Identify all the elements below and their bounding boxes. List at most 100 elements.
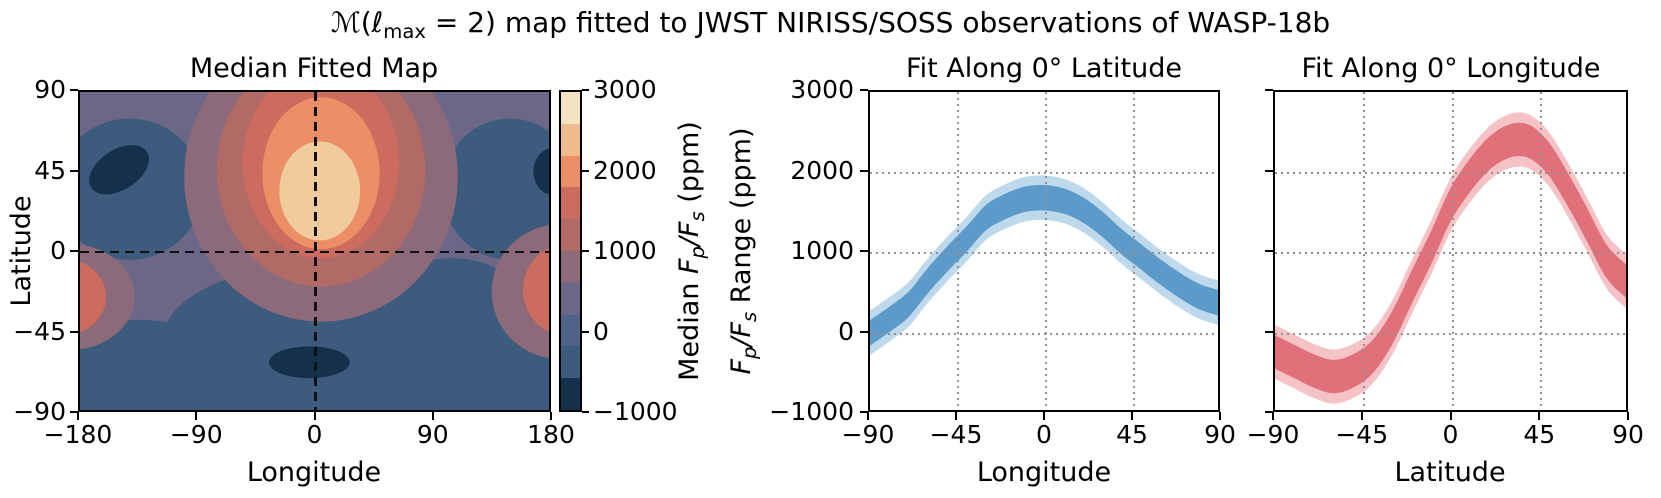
contour-cool-region <box>442 118 549 260</box>
contour-cool-region <box>431 325 549 410</box>
map-panel-title: Median Fitted Map <box>189 53 439 84</box>
y-tick-mark <box>860 89 868 91</box>
y-tick-mark <box>70 89 78 91</box>
x-tick-label: −90 <box>1246 420 1300 449</box>
colorbar-label-f2: F <box>674 221 705 238</box>
y-tick-label: −90 <box>13 397 66 426</box>
y-tick-mark <box>1265 169 1273 172</box>
colorbar-segment <box>561 346 580 379</box>
x-tick-mark <box>313 412 316 420</box>
contour-hotspot-core <box>279 141 361 241</box>
colorbar-tick-mark <box>582 169 589 172</box>
y-tick-mark <box>70 330 78 333</box>
colorbar-segment <box>561 314 580 347</box>
right-panel-title: Fit Along 0° Longitude <box>1301 53 1601 84</box>
colorbar-segment <box>561 378 580 410</box>
colorbar-label-s2: s <box>685 211 709 222</box>
y-tick-mark <box>70 169 78 172</box>
colorbar-tick-label: −1000 <box>593 397 678 426</box>
y-tick-mark <box>860 250 868 252</box>
colorbar-tick-label: 0 <box>593 316 609 346</box>
y-tick-label: 1000 <box>790 236 854 265</box>
colorbar-tick-label: 2000 <box>593 155 657 185</box>
colorbar-tick-mark <box>582 411 589 413</box>
colorbar-segment <box>561 219 580 251</box>
zero-latitude-dashed-line <box>80 250 549 253</box>
gridline-vertical <box>1540 92 1543 410</box>
colorbar-tick-label: 3000 <box>593 75 657 104</box>
gridline-vertical <box>1133 92 1135 410</box>
x-tick-label: 90 <box>1612 420 1644 449</box>
colorbar-segment <box>561 155 580 188</box>
y-tick-label: 45 <box>34 155 66 185</box>
x-tick-mark <box>431 412 434 420</box>
colorbar-segment <box>561 187 580 220</box>
x-tick-label: 0 <box>1036 420 1052 449</box>
x-tick-label: 0 <box>306 420 323 449</box>
x-tick-mark <box>1538 412 1541 420</box>
x-tick-mark <box>867 412 869 420</box>
longitude-slice-plot <box>1273 90 1628 412</box>
gridline-horizontal <box>1275 171 1626 174</box>
x-tick-mark <box>195 412 198 420</box>
figure-title-pre: ℳ(ℓ <box>330 6 384 39</box>
colorbar-tick-label: 1000 <box>593 236 657 265</box>
contour-map-plot <box>78 90 551 412</box>
gridline-vertical <box>957 92 959 410</box>
contour-cold-spot <box>268 346 350 379</box>
x-tick-label: −90 <box>841 420 895 449</box>
x-tick-label: 0 <box>1442 420 1459 449</box>
colorbar-segment <box>561 282 580 315</box>
middle-ylabel-post: Range (ppm) <box>726 127 757 312</box>
y-tick-mark <box>70 250 78 252</box>
contour-cool-region <box>80 319 230 410</box>
x-tick-mark <box>550 412 552 420</box>
inner-uncertainty-band <box>1275 122 1626 394</box>
gridline-vertical <box>1362 92 1365 410</box>
x-tick-label: 45 <box>1116 420 1148 449</box>
x-tick-label: 45 <box>1523 420 1556 449</box>
middle-panel-title: Fit Along 0° Latitude <box>906 53 1182 84</box>
colorbar-segment <box>561 250 580 283</box>
x-tick-mark <box>955 412 957 420</box>
gridline-horizontal <box>1275 332 1626 335</box>
middle-ylabel-f2: F <box>726 322 757 338</box>
middle-xaxis-label: Longitude <box>976 457 1112 488</box>
y-tick-mark <box>860 330 868 333</box>
inner-uncertainty-band <box>870 184 1218 346</box>
map-xaxis-label: Longitude <box>246 457 382 488</box>
x-tick-mark <box>1043 412 1045 420</box>
figure-title-sub: max <box>383 19 426 43</box>
y-tick-label: 3000 <box>790 75 854 104</box>
y-tick-mark <box>1265 330 1273 333</box>
y-tick-label: 90 <box>34 75 66 104</box>
right-xaxis-label: Latitude <box>1394 457 1506 488</box>
contour-cold-spot <box>533 148 549 195</box>
gridline-vertical <box>1045 92 1047 410</box>
figure-title: ℳ(ℓmax = 2) map fitted to JWST NIRISS/SO… <box>0 6 1661 43</box>
contour-warm-edge-core <box>522 248 549 332</box>
middle-yaxis-label: Fp/Fs Range (ppm) <box>726 81 761 421</box>
gridline-vertical <box>1451 92 1454 410</box>
middle-ylabel-s1: p <box>737 346 761 359</box>
x-tick-label: 180 <box>527 420 575 449</box>
gridline-horizontal <box>870 171 1218 174</box>
y-tick-mark <box>860 411 868 413</box>
x-tick-label: −180 <box>43 420 113 449</box>
contour-warm-edge-core <box>80 261 107 333</box>
x-tick-mark <box>1627 412 1629 420</box>
red-uncertainty-band-chart <box>1275 112 1626 404</box>
gridline-horizontal <box>870 252 1218 254</box>
y-tick-label: −45 <box>13 316 66 346</box>
x-tick-label: −90 <box>169 420 223 449</box>
y-tick-label: 2000 <box>790 155 854 185</box>
x-tick-mark <box>1219 412 1221 420</box>
contour-warm-edge-blob <box>491 225 549 358</box>
gridline-horizontal <box>1275 252 1626 254</box>
y-tick-label: 0 <box>50 236 66 265</box>
x-tick-label: −45 <box>929 420 983 449</box>
y-tick-mark <box>860 169 868 172</box>
x-tick-mark <box>1272 412 1274 420</box>
colorbar-segment <box>561 92 580 124</box>
